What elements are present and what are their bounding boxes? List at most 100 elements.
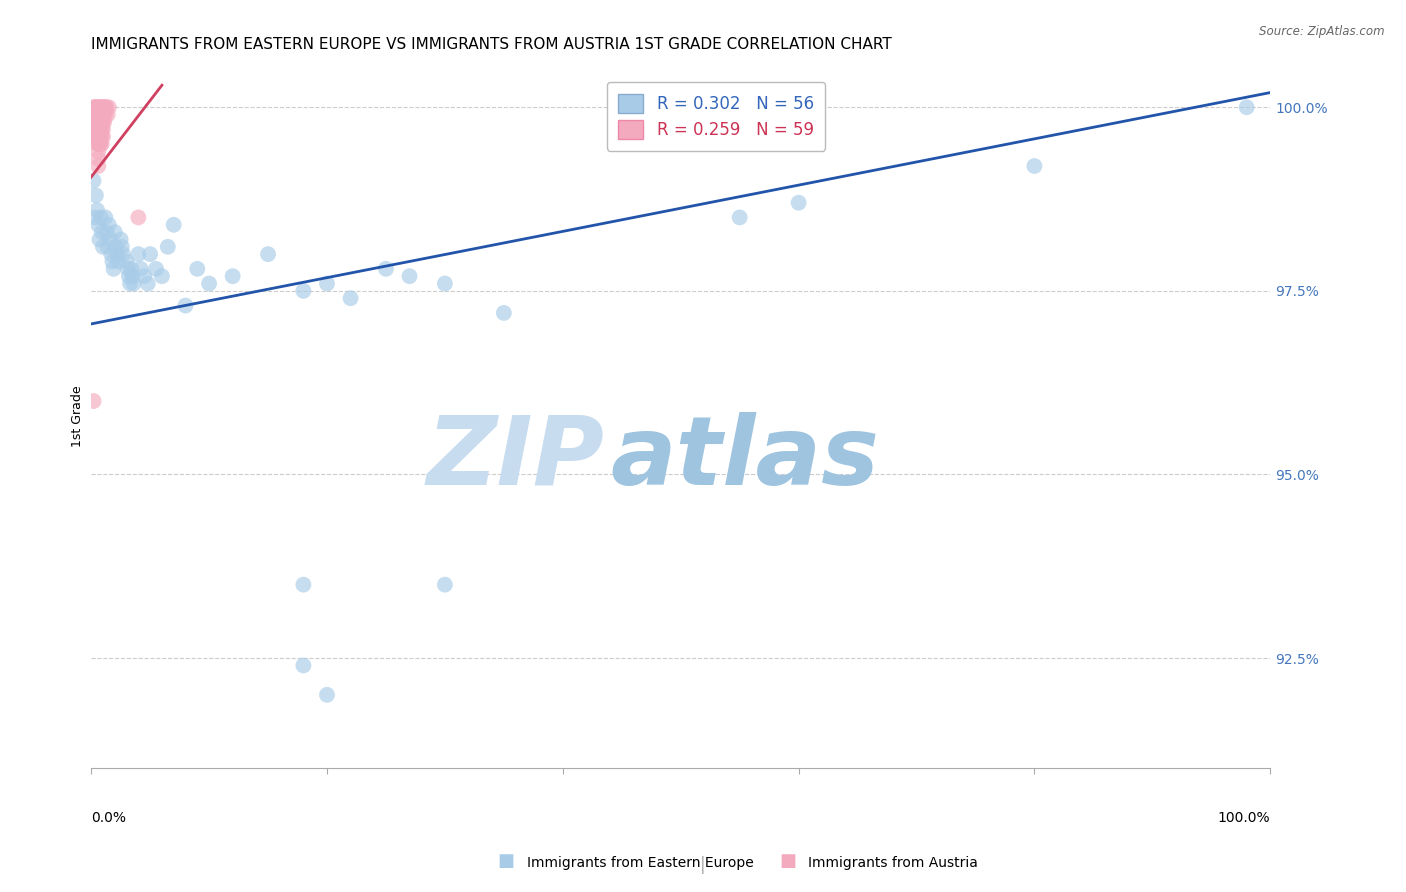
Point [105,247,128,261]
Point [83,115,105,129]
Point [90,129,112,144]
Point [129,261,152,276]
Point [120,261,142,276]
Point [87,136,110,151]
Point [83,122,105,136]
Point [292,284,315,298]
Point [91,100,114,114]
Point [111,247,134,261]
Point [90,136,112,151]
Text: Source: ZipAtlas.com: Source: ZipAtlas.com [1260,25,1385,38]
Point [84,188,107,202]
Point [90,122,112,136]
Point [91,107,114,121]
Point [90,100,112,114]
Point [94,211,117,225]
Point [163,218,186,232]
Point [87,122,110,136]
Point [1236,100,1258,114]
Point [97,240,120,254]
Text: ZIP: ZIP [426,411,605,505]
Text: IMMIGRANTS FROM EASTERN EUROPE VS IMMIGRANTS FROM AUSTRIA 1ST GRADE CORRELATION : IMMIGRANTS FROM EASTERN EUROPE VS IMMIGR… [91,37,891,53]
Point [89,107,111,121]
Point [86,136,108,151]
Point [89,115,111,129]
Point [89,136,111,151]
Point [87,107,110,121]
Point [87,115,110,129]
Point [120,277,142,291]
Point [87,218,110,232]
Point [84,115,107,129]
Point [433,277,456,291]
Point [103,261,125,276]
Point [104,240,127,254]
Point [87,100,110,114]
Point [198,277,221,291]
Point [83,107,105,121]
Point [93,107,115,121]
Point [86,122,108,136]
Point [86,129,108,144]
Point [1024,159,1046,173]
Point [89,100,111,114]
Point [118,269,141,284]
Point [136,277,159,291]
Point [90,211,112,225]
Point [86,107,108,121]
Point [186,261,208,276]
Point [86,203,108,218]
Point [87,152,110,166]
Point [111,240,134,254]
Point [117,261,139,276]
Point [89,129,111,144]
Point [91,115,114,129]
Text: atlas: atlas [610,411,879,505]
Point [91,122,114,136]
Point [91,129,114,144]
Text: 100.0%: 100.0% [1218,811,1270,824]
Point [110,232,132,246]
Point [87,159,110,173]
Point [84,107,107,121]
Point [150,269,173,284]
Point [316,277,339,291]
Point [107,254,129,268]
Point [100,247,122,261]
Point [257,247,280,261]
Point [86,115,108,129]
Point [316,688,339,702]
Point [90,107,112,121]
Point [127,247,149,261]
Text: ■: ■ [498,852,515,870]
Point [90,115,112,129]
Point [87,145,110,159]
Point [90,122,112,136]
Point [94,107,117,121]
Point [145,261,167,276]
Point [433,577,456,591]
Point [97,218,120,232]
Text: Immigrants from Austria: Immigrants from Austria [808,855,979,870]
Point [787,195,810,210]
Point [90,100,112,114]
Point [339,291,361,305]
Point [728,211,751,225]
Point [94,100,117,114]
Point [83,211,105,225]
Point [97,107,120,121]
Point [83,100,105,114]
Point [91,240,114,254]
Point [83,394,105,409]
Point [90,115,112,129]
Point [492,306,515,320]
Point [127,211,149,225]
Y-axis label: 1st Grade: 1st Grade [72,385,84,447]
Point [93,100,115,114]
Point [86,100,108,114]
Legend: R = 0.302   N = 56, R = 0.259   N = 59: R = 0.302 N = 56, R = 0.259 N = 59 [606,82,825,151]
Point [122,277,145,291]
Point [221,269,243,284]
Point [87,129,110,144]
Point [90,136,112,151]
